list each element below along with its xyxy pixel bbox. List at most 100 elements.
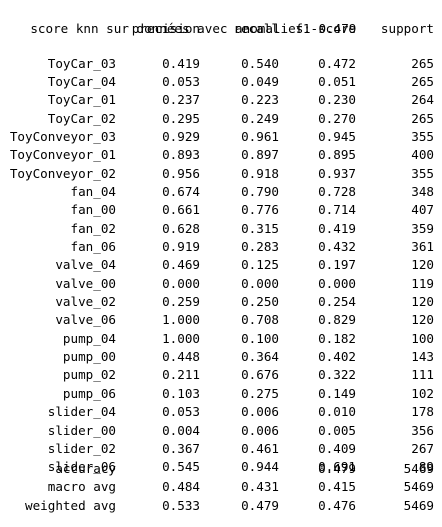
table-row: fan_06 0.919 0.283 0.432 361 — [0, 238, 442, 256]
row-label: pump_02 — [62, 367, 116, 383]
row-f1-score: 0.479 — [318, 461, 356, 476]
row-label: pump_00 — [62, 349, 116, 365]
row-recall: 0.125 — [241, 257, 279, 273]
row-recall: 0.540 — [241, 55, 279, 71]
row-label: fan_02 — [70, 220, 117, 236]
row-support: 120 — [411, 312, 434, 328]
table-row: ToyCar_02 0.295 0.249 0.270 265 — [0, 110, 442, 128]
row-support: 361 — [411, 239, 434, 254]
row-precision: 0.919 — [162, 239, 200, 254]
row-support: 100 — [411, 330, 434, 346]
table-row: ToyCar_04 0.053 0.049 0.051 265 — [0, 73, 442, 91]
row-f1-score: 0.230 — [318, 92, 356, 108]
row-recall: 0.049 — [241, 73, 279, 89]
row-label: valve_02 — [55, 294, 116, 310]
row-label: weighted avg — [25, 497, 116, 513]
row-label: ToyConveyor_03 — [9, 128, 116, 144]
row-precision: 0.448 — [162, 349, 200, 365]
row-precision: 0.211 — [162, 367, 200, 383]
row-label: ToyCar_04 — [47, 73, 116, 89]
row-label: ToyCar_03 — [47, 55, 116, 71]
header-recall: recall — [233, 21, 280, 36]
row-recall: 0.676 — [241, 367, 279, 383]
row-precision: 0.661 — [162, 202, 200, 218]
table-row: ToyConveyor_01 0.893 0.897 0.895 400 — [0, 146, 442, 164]
row-recall: 0.790 — [241, 183, 279, 199]
row-precision: 0.053 — [162, 73, 200, 89]
table-row: valve_00 0.000 0.000 0.000 119 — [0, 275, 442, 293]
table-row: valve_06 1.000 0.708 0.829 120 — [0, 311, 442, 329]
table-row: fan_04 0.674 0.790 0.728 348 — [0, 183, 442, 201]
row-f1-score: 0.010 — [318, 404, 356, 420]
row-precision: 0.367 — [162, 440, 200, 456]
row-label: fan_00 — [70, 202, 117, 218]
summary-row: macro avg 0.484 0.431 0.415 5469 — [0, 478, 442, 496]
row-recall: 0.461 — [241, 440, 279, 456]
row-recall: 0.944 — [241, 459, 279, 475]
row-recall: 0.315 — [241, 220, 279, 236]
row-recall: 0.364 — [241, 349, 279, 365]
header-f1-score: f1-score — [295, 21, 356, 36]
row-support: 359 — [411, 220, 434, 236]
row-precision: 0.259 — [162, 294, 200, 310]
row-support: 264 — [411, 92, 434, 108]
row-precision: 0.469 — [162, 257, 200, 273]
row-support: 5469 — [403, 497, 434, 513]
row-recall: 0.708 — [241, 312, 279, 328]
row-support: 120 — [411, 257, 434, 273]
row-support: 265 — [411, 55, 434, 71]
row-support: 348 — [411, 183, 434, 199]
row-recall: 0.776 — [241, 202, 279, 218]
row-support: 119 — [411, 275, 434, 291]
row-label: slider_02 — [47, 440, 116, 456]
row-f1-score: 0.691 — [318, 459, 356, 475]
row-recall: 0.000 — [241, 275, 279, 291]
row-f1-score: 0.402 — [318, 349, 356, 365]
row-label: fan_06 — [70, 239, 117, 254]
row-label: slider_06 — [47, 459, 116, 475]
row-label: ToyConveyor_02 — [9, 165, 116, 181]
header-row: precision recall f1-score support — [0, 20, 442, 38]
table-row: ToyConveyor_02 0.956 0.918 0.937 355 — [0, 165, 442, 183]
summary-row: weighted avg 0.533 0.479 0.476 5469 — [0, 497, 442, 515]
table-row: ToyCar_03 0.419 0.540 0.472 265 — [0, 55, 442, 73]
row-precision: 0.103 — [162, 385, 200, 401]
row-f1-score: 0.829 — [318, 312, 356, 328]
row-label: fan_04 — [70, 183, 117, 199]
row-f1-score: 0.000 — [318, 275, 356, 291]
row-recall: 0.223 — [241, 92, 279, 108]
row-label: accuracy — [55, 461, 116, 476]
row-f1-score: 0.051 — [318, 73, 356, 89]
row-support: 356 — [411, 422, 434, 438]
row-precision: 0.929 — [162, 128, 200, 144]
row-recall: 0.100 — [241, 330, 279, 346]
row-recall: 0.479 — [241, 497, 279, 513]
row-precision: 0.419 — [162, 55, 200, 71]
table-row: valve_04 0.469 0.125 0.197 120 — [0, 256, 442, 274]
row-precision: 0.674 — [162, 183, 200, 199]
row-label: ToyCar_02 — [47, 110, 116, 126]
row-label: valve_06 — [55, 312, 116, 328]
row-label: pump_04 — [62, 330, 116, 346]
row-recall: 0.431 — [241, 479, 279, 495]
row-f1-score: 0.728 — [318, 183, 356, 199]
row-precision: 0.295 — [162, 110, 200, 126]
row-f1-score: 0.476 — [318, 497, 356, 513]
table-row: slider_06 0.545 0.944 0.691 89 — [0, 458, 442, 476]
row-label: macro avg — [47, 479, 116, 495]
row-recall: 0.961 — [241, 128, 279, 144]
row-f1-score: 0.937 — [318, 165, 356, 181]
summary-row: accuracy 0.479 5469 — [0, 460, 442, 478]
table-row: ToyCar_01 0.237 0.223 0.230 264 — [0, 91, 442, 109]
table-row: fan_02 0.628 0.315 0.419 359 — [0, 220, 442, 238]
row-support: 400 — [411, 147, 434, 163]
row-precision: 0.004 — [162, 422, 200, 438]
row-support: 143 — [411, 349, 434, 365]
row-recall: 0.283 — [241, 239, 279, 254]
row-f1-score: 0.714 — [318, 202, 356, 218]
row-support: 355 — [411, 165, 434, 181]
row-recall: 0.897 — [241, 147, 279, 163]
row-f1-score: 0.945 — [318, 128, 356, 144]
table-row: fan_00 0.661 0.776 0.714 407 — [0, 201, 442, 219]
